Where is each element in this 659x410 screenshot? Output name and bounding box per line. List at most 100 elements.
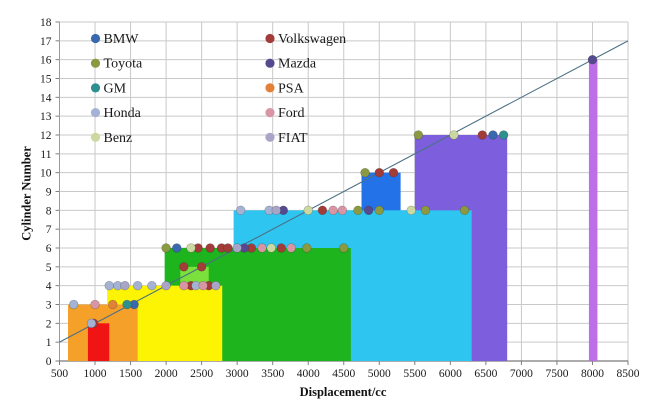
legend-marker-toyota <box>90 58 101 68</box>
scatter-point-toyota <box>339 243 349 253</box>
scatter-point-honda <box>147 280 157 291</box>
x-tick-label: 1000 <box>84 368 107 380</box>
scatter-point-volkswagen <box>179 262 189 272</box>
scatter-point-fiat <box>271 205 281 216</box>
scatter-point-mazda <box>363 205 374 216</box>
scatter-point-honda <box>104 280 114 291</box>
x-tick-label: 3500 <box>261 368 284 380</box>
scatter-point-ford <box>328 205 338 216</box>
scatter-point-toyota <box>459 205 470 216</box>
y-tick-label: 1 <box>46 337 52 349</box>
scatter-point-benz <box>266 243 276 253</box>
y-tick-label: 4 <box>46 281 52 293</box>
x-tick-label: 4000 <box>297 368 320 380</box>
legend-label-gm: GM <box>104 81 127 96</box>
legend-label-mazda: Mazda <box>278 57 317 72</box>
x-tick-label: 2000 <box>155 368 178 380</box>
legend-marker-psa <box>265 83 275 93</box>
bar-red-2cyl <box>87 323 110 361</box>
scatter-point-toyota <box>413 130 424 140</box>
legend-label-ford: Ford <box>278 106 304 121</box>
x-tick-label: 6000 <box>439 368 462 380</box>
y-tick-label: 6 <box>46 243 52 255</box>
scatter-point-benz <box>303 205 313 216</box>
scatter-point-volkswagen <box>477 130 488 140</box>
y-axis-title: Cylinder Number <box>19 146 34 241</box>
scatter-point-volkswagen <box>223 243 233 253</box>
x-tick-label: 500 <box>51 368 69 380</box>
trend-line <box>59 40 629 343</box>
bar-violet-16cyl <box>588 59 598 362</box>
y-tick-label: 12 <box>40 130 52 142</box>
scatter-point-ford <box>179 280 189 291</box>
scatter-point-ford <box>257 243 267 253</box>
y-tick-label: 14 <box>40 92 52 104</box>
scatter-point-toyota <box>161 243 171 253</box>
y-tick-label: 5 <box>46 262 52 274</box>
x-tick-label: 8500 <box>617 368 640 380</box>
x-tick-label: 4500 <box>332 368 355 380</box>
scatter-point-benz <box>186 243 196 253</box>
scatter-point-gm <box>122 299 132 310</box>
scatter-point-honda <box>236 205 246 216</box>
x-axis-title: Displacement/cc <box>299 385 387 399</box>
scatter-point-volkswagen <box>374 167 384 178</box>
legend-label-bmw: BMW <box>104 32 140 47</box>
x-tick-label: 5500 <box>403 368 426 380</box>
legend-marker-volkswagen <box>265 33 275 44</box>
y-tick-label: 15 <box>40 74 52 86</box>
x-tick-label: 7000 <box>510 368 533 380</box>
x-tick-label: 6500 <box>474 368 497 380</box>
scatter-point-ford <box>286 243 296 253</box>
y-tick-label: 8 <box>46 205 52 217</box>
scatter-point-benz <box>406 205 416 216</box>
y-tick-label: 18 <box>40 17 52 29</box>
y-tick-label: 7 <box>46 224 52 236</box>
legend-marker-bmw <box>90 33 101 44</box>
scatter-point-ford <box>337 205 348 216</box>
scatter-point-bmw <box>172 243 182 253</box>
scatter-point-gm <box>498 130 509 140</box>
legend-label-benz: Benz <box>104 131 133 146</box>
x-tick-label: 5000 <box>368 368 391 380</box>
legend-label-psa: PSA <box>278 81 305 96</box>
scatter-point-psa <box>108 299 118 310</box>
scatter-point-toyota <box>353 205 363 216</box>
scatter-point-volkswagen <box>276 243 286 253</box>
scatter-point-benz <box>449 130 459 140</box>
y-tick-label: 17 <box>40 36 52 48</box>
legend-label-honda: Honda <box>104 106 142 121</box>
scatter-point-toyota <box>360 167 370 178</box>
scatter-point-volkswagen <box>388 167 399 178</box>
scatter-point-honda <box>69 299 79 310</box>
scatter-point-mazda <box>587 54 598 65</box>
scatter-point-bmw <box>488 130 498 140</box>
x-tick-label: 8000 <box>581 368 604 380</box>
legend-marker-honda <box>90 108 101 118</box>
legend-label-fiat: FIAT <box>278 131 308 146</box>
y-tick-label: 9 <box>46 187 52 199</box>
scatter-point-ford <box>198 280 208 291</box>
legend-marker-mazda <box>265 58 275 68</box>
y-tick-label: 11 <box>40 149 51 161</box>
scatter-point-toyota <box>420 205 431 216</box>
scatter-point-honda <box>86 318 97 329</box>
legend-marker-gm <box>90 83 101 93</box>
legend-label-volkswagen: Volkswagen <box>278 32 346 47</box>
y-tick-label: 13 <box>40 111 52 123</box>
x-tick-label: 2500 <box>190 368 213 380</box>
y-tick-label: 0 <box>46 356 52 368</box>
scatter-point-fiat <box>120 280 130 291</box>
x-tick-label: 3000 <box>226 368 249 380</box>
scatter-point-ford <box>90 299 100 310</box>
y-tick-label: 2 <box>46 318 52 330</box>
scatter-point-volkswagen <box>205 243 215 253</box>
legend-label-toyota: Toyota <box>104 57 143 72</box>
scatter-point-volkswagen <box>196 262 207 272</box>
legend-marker-fiat <box>265 132 275 142</box>
scatter-point-volkswagen <box>317 205 328 216</box>
y-tick-label: 3 <box>46 300 52 312</box>
scatter-point-fiat <box>161 280 171 291</box>
